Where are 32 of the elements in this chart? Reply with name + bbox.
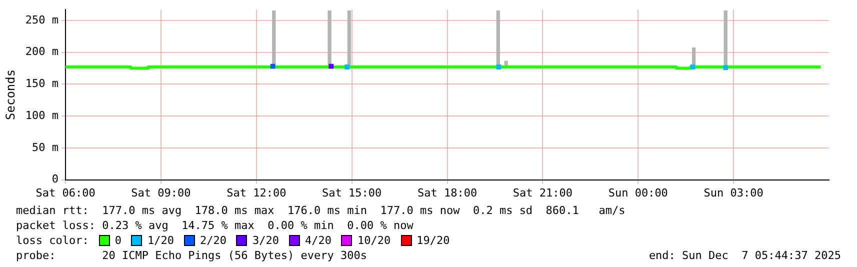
x-tick-label: Sat 09:00 xyxy=(131,186,191,200)
y-tick-label: 50 m xyxy=(32,140,59,154)
legend-label: 2/20 xyxy=(200,233,226,248)
bar xyxy=(347,10,351,67)
bar xyxy=(328,10,332,66)
x-tick-label: Sun 00:00 xyxy=(608,186,668,200)
x-tick-label: Sat 15:00 xyxy=(322,186,382,200)
legend-title: loss color: xyxy=(16,233,89,248)
bar xyxy=(496,10,500,66)
bar xyxy=(272,10,276,66)
text: median rtt: 177.0 ms avg 178.0 ms max 176.0 ms min 177.0 ms now 0.2 ms sd 860.1 am/s xyxy=(16,203,626,218)
legend-label: 0 xyxy=(114,233,122,248)
bar xyxy=(724,10,728,67)
text: packet loss: 0.23 % avg 14.75 % max 0.00 % min 0.00 % now xyxy=(16,218,414,233)
y-tick-label: 100 m xyxy=(25,108,59,122)
x-tick-label: Sat 21:00 xyxy=(512,186,572,200)
legend-label: 10/20 xyxy=(357,233,391,248)
y-tick-label: 150 m xyxy=(25,77,59,90)
y-tick-label: 200 m xyxy=(25,45,59,58)
legend-label: 4/20 xyxy=(304,233,332,248)
legend-label: 1/20 xyxy=(147,233,174,248)
x-tick-label: Sat 18:00 xyxy=(417,186,478,200)
y-axis-title: Seconds xyxy=(3,69,18,120)
text: probe: 20 ICMP Echo Pings (56 Bytes) every 300s xyxy=(16,248,367,263)
y-tick-label: 250 m xyxy=(25,13,59,26)
text: end: Sun Dec 7 05:44:37 2025 xyxy=(648,248,841,263)
y-tick-label: 0 xyxy=(52,172,59,186)
legend-label: 3/20 xyxy=(252,233,279,248)
x-tick-label: Sat 12:00 xyxy=(226,186,286,200)
x-tick-label: Sun 03:00 xyxy=(704,186,764,200)
x-tick-label: Sat 06:00 xyxy=(36,186,96,200)
legend-label: 19/20 xyxy=(416,233,450,248)
